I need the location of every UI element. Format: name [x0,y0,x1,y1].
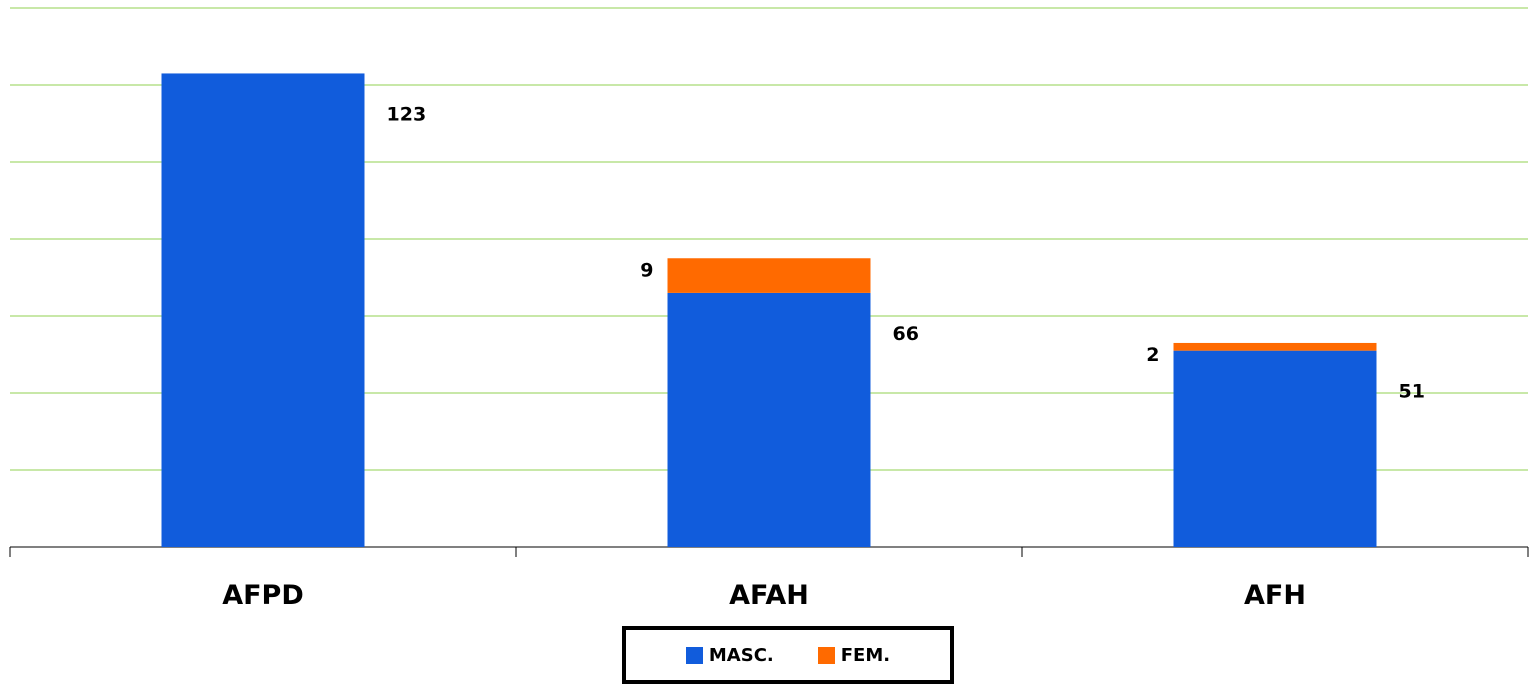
value-label-afah-masc: 66 [893,323,919,345]
value-label-afh-fem: 2 [1146,344,1159,366]
value-label-afh-masc: 51 [1399,381,1425,403]
bar-afh-fem [1173,342,1377,351]
legend-swatch-fem [817,646,835,664]
x-tick-label-afpd: AFPD [222,580,304,611]
legend-item-fem: FEM. [817,644,891,666]
bar-afpd-masc [161,73,365,547]
bars [161,73,1377,547]
bar-afh-masc [1173,350,1377,547]
legend-label-masc: MASC. [708,644,774,666]
legend-label-fem: FEM. [840,644,891,666]
value-label-afah-fem: 9 [640,259,653,281]
legend-item-masc: MASC. [685,644,774,666]
value-labels: 123 66 9 51 2 [387,103,1425,402]
x-tick-label-afh: AFH [1244,580,1306,611]
bar-afah-fem [667,258,871,293]
x-axis [9,546,1529,557]
x-tick-label-afah: AFAH [729,580,809,611]
x-tick-labels: AFPD AFAH AFH [222,580,1306,611]
legend: MASC. FEM. [622,626,954,684]
legend-swatch-masc [685,646,703,664]
bar-afah-masc [667,292,871,547]
value-label-afpd-masc: 123 [387,103,427,125]
